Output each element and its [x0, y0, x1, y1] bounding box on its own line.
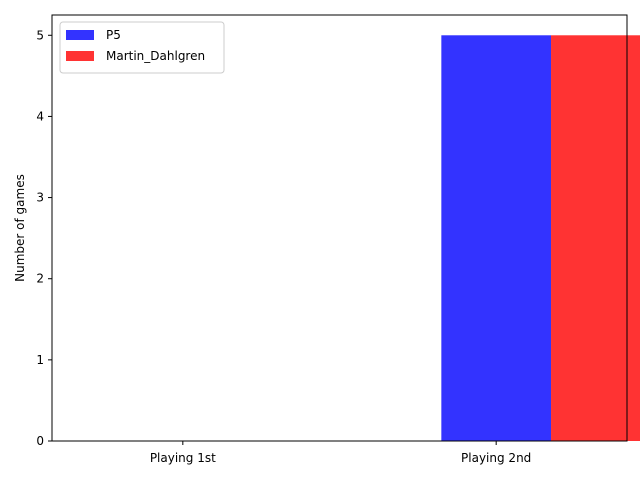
x-tick-label: Playing 2nd	[461, 451, 531, 465]
y-tick-label: 1	[36, 353, 44, 367]
legend-swatch-p5	[66, 30, 94, 40]
x-tick-label: Playing 1st	[150, 451, 216, 465]
legend-swatch-martin-dahlgren	[66, 51, 94, 61]
legend-label-p5: P5	[106, 28, 121, 42]
bars-group	[441, 35, 640, 442]
x-axis: Playing 1st Playing 2nd	[150, 441, 531, 465]
y-tick-label: 4	[36, 109, 44, 123]
y-axis-label: Number of games	[13, 174, 27, 282]
bar-p5-1	[441, 35, 552, 442]
y-tick-label: 5	[36, 28, 44, 42]
plot-area-frame	[51, 14, 628, 442]
y-axis: 0 1 2 3 4 5	[36, 28, 52, 448]
bar-martin-dahlgren-1	[551, 35, 640, 442]
legend-box	[59, 21, 225, 74]
y-tick-label: 2	[36, 272, 44, 286]
legend: P5 Martin_Dahlgren	[59, 21, 225, 74]
y-tick-label: 3	[36, 191, 44, 205]
legend-label-martin-dahlgren: Martin_Dahlgren	[106, 49, 205, 63]
y-tick-label: 0	[36, 434, 44, 448]
